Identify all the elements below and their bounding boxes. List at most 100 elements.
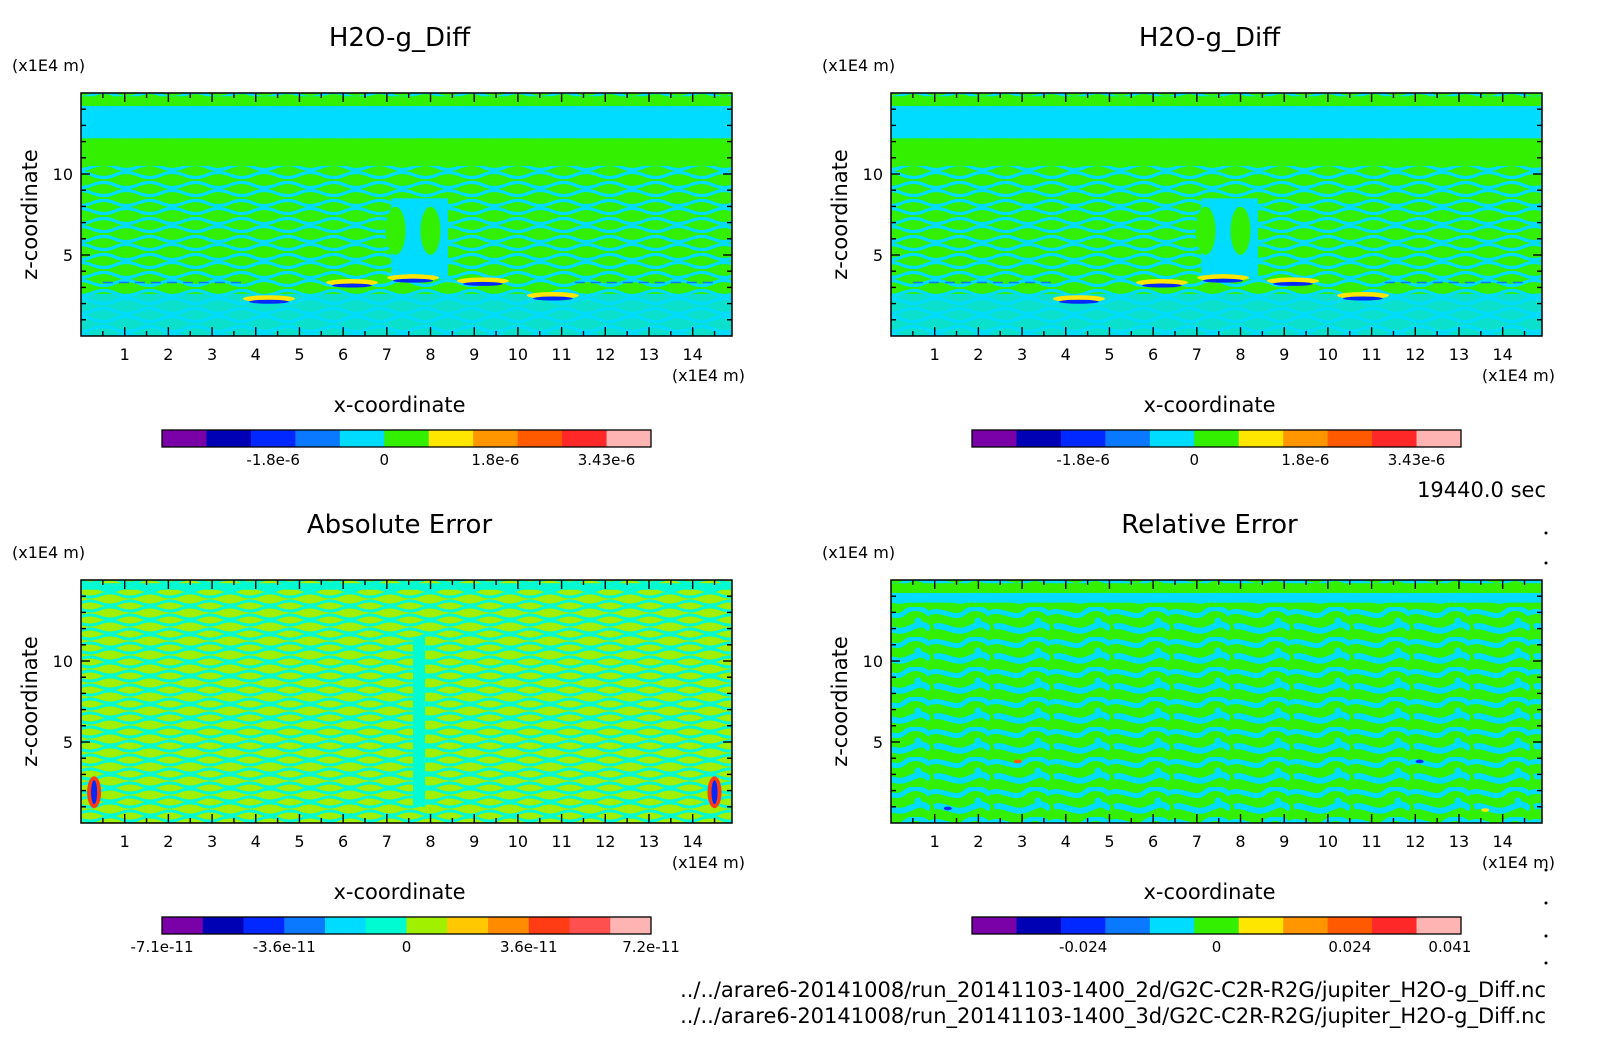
wave-feature (1203, 278, 1244, 283)
field-background (81, 580, 732, 823)
field-image (891, 580, 1542, 823)
colorbar: -1.8e-6 0 1.8e-6 3.43e-6 (161, 429, 652, 469)
x-tick-label: 13 (639, 345, 659, 364)
x-tick-label: 1 (120, 832, 130, 851)
field-speck (1481, 808, 1490, 812)
colorbar-swatch (1416, 917, 1462, 934)
x-tick-label: 14 (682, 832, 702, 851)
x-tick-label: 3 (1017, 345, 1027, 364)
colorbar-swatch (1060, 917, 1106, 934)
decorative-dots (1544, 531, 1548, 965)
y-unit-label: (x1E4 m) (822, 56, 895, 75)
field-cyan-band (891, 105, 1542, 139)
x-unit-label: (x1E4 m) (1482, 366, 1555, 385)
colorbar-swatch (972, 917, 1017, 934)
x-tick-label: 6 (1148, 345, 1158, 364)
y-unit-label: (x1E4 m) (822, 543, 895, 562)
x-tick-label: 6 (338, 832, 348, 851)
plot-frame (80, 579, 733, 824)
field-image (81, 580, 732, 823)
x-tick-label: 9 (469, 832, 479, 851)
colorbar-swatch (1060, 430, 1106, 447)
x-tick-label: 13 (1449, 345, 1469, 364)
file-path-2: ../../arare6-20141008/run_20141103-1400_… (680, 1004, 1546, 1029)
x-tick-label: 14 (1492, 832, 1512, 851)
field-cyan-band (891, 592, 1542, 603)
colorbar-swatch (202, 917, 244, 934)
field-top-band (891, 96, 1542, 106)
colorbar-swatch (250, 430, 296, 447)
wave-feature (532, 296, 573, 301)
colorbar-tick-label: -1.8e-6 (246, 451, 299, 469)
wave-feature (462, 281, 503, 286)
x-tick-label: 2 (163, 832, 173, 851)
colorbar-frame (161, 916, 652, 935)
colorbar-swatch (606, 430, 652, 447)
y-tick-label: 5 (873, 246, 883, 265)
colorbar-tick-label: -7.1e-11 (131, 938, 194, 956)
edge-hotspot (91, 780, 98, 805)
field-speck (943, 806, 952, 811)
field-top-band (81, 96, 732, 106)
x-tick-label: 5 (1104, 345, 1114, 364)
colorbar-swatch (569, 917, 611, 934)
plume-lobe (1195, 206, 1216, 255)
field-bottom-band (81, 293, 732, 336)
edge-hotspot (711, 780, 718, 805)
colorbar-swatch (428, 430, 474, 447)
plume-lobe (420, 206, 441, 255)
wave-feature (248, 299, 289, 304)
x-tick-label: 2 (973, 832, 983, 851)
colorbar-swatch (1327, 430, 1373, 447)
field-top-band (81, 583, 732, 590)
colorbar-frame (971, 429, 1462, 448)
x-axis-label: x-coordinate (333, 880, 465, 904)
colorbar-tick-label: 0 (1212, 938, 1222, 956)
colorbar-swatch (1372, 917, 1418, 934)
colorbar-tick-label: -1.8e-6 (1056, 451, 1109, 469)
panel-title: Relative Error (1121, 510, 1298, 540)
colorbar-tick-label: 0 (402, 938, 412, 956)
x-tick-label: 11 (551, 345, 571, 364)
x-tick-label: 5 (294, 832, 304, 851)
field-center-column (413, 636, 426, 807)
field-speck (1013, 759, 1022, 764)
y-axis-label: z-coordinate (18, 149, 42, 280)
x-tick-label: 8 (425, 832, 435, 851)
x-axis-label: x-coordinate (333, 393, 465, 417)
x-tick-label: 3 (207, 832, 217, 851)
x-tick-label: 2 (163, 345, 173, 364)
colorbar-swatch (162, 430, 207, 447)
x-tick-label: 8 (1235, 345, 1245, 364)
colorbar-tick-label: 0 (1189, 451, 1199, 469)
plume-lobe (1230, 206, 1251, 255)
colorbar-tick-label: -3.6e-11 (253, 938, 316, 956)
colorbar-swatch (1194, 430, 1240, 447)
colorbar: -0.024 0 0.024 0.041 (971, 916, 1471, 956)
field-image (81, 93, 732, 336)
colorbar-swatch (517, 430, 563, 447)
y-tick-label: 10 (53, 652, 73, 671)
wave-feature (1272, 281, 1313, 286)
colorbar-swatch (488, 917, 530, 934)
panel-title: Absolute Error (307, 510, 493, 540)
colorbar-swatch (1238, 917, 1284, 934)
x-tick-label: 10 (1318, 345, 1338, 364)
panel-3: Absolute Error (x1E4 m) (x1E4 m) x-coordina… (12, 510, 745, 956)
x-axis-label: x-coordinate (1143, 393, 1275, 417)
x-tick-label: 11 (1361, 832, 1381, 851)
y-tick-label: 5 (63, 733, 73, 752)
x-tick-label: 10 (1318, 832, 1338, 851)
x-unit-label: (x1E4 m) (672, 853, 745, 872)
panel-title: H2O-g_Diff (1139, 23, 1281, 53)
x-tick-label: 14 (1492, 345, 1512, 364)
colorbar-swatch (528, 917, 570, 934)
plot-frame (80, 92, 733, 337)
y-axis-label: z-coordinate (828, 636, 852, 767)
colorbar-swatch (406, 917, 448, 934)
file-path-1: ../../arare6-20141008/run_20141103-1400_… (680, 978, 1546, 1003)
colorbar-swatch (1149, 430, 1195, 447)
colorbar-swatch (1105, 430, 1151, 447)
x-tick-label: 1 (930, 832, 940, 851)
colorbar: -1.8e-6 0 1.8e-6 3.43e-6 (971, 429, 1462, 469)
